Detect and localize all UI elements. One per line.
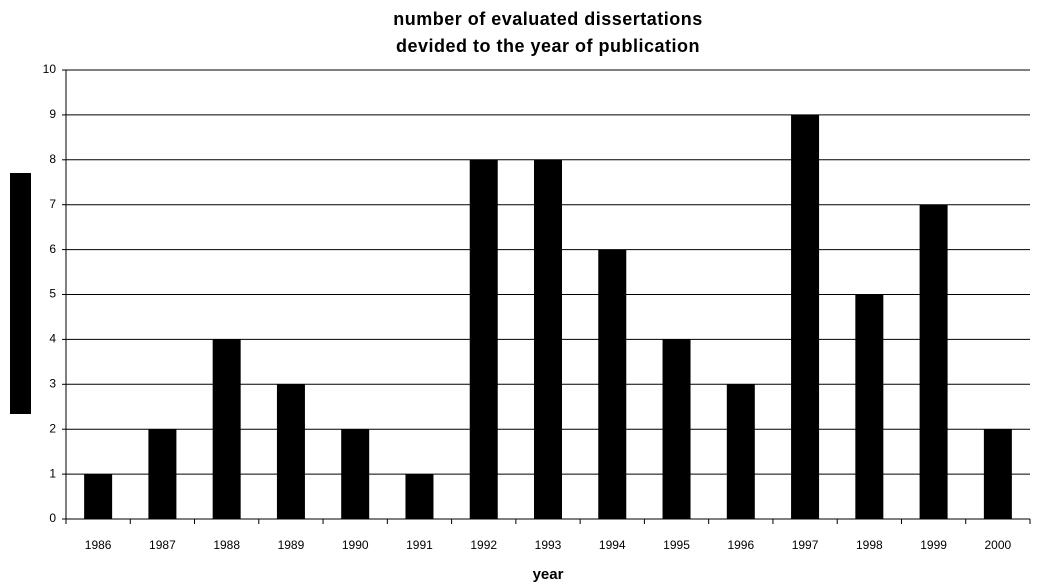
bar — [534, 159, 562, 520]
y-tick-label: 0 — [49, 511, 56, 525]
bar — [84, 474, 113, 519]
x-tick-label: 1993 — [535, 538, 562, 552]
bar — [855, 294, 884, 519]
y-tick-label: 8 — [49, 152, 56, 166]
bar — [469, 159, 498, 520]
y-tick-label: 6 — [49, 242, 56, 256]
obscured-axis-label — [10, 173, 31, 414]
x-axis-label: year — [533, 566, 564, 583]
bar — [919, 204, 948, 519]
y-tick-label: 10 — [43, 62, 57, 76]
chart-title: devided to the year of publication — [396, 36, 700, 56]
y-tick-label: 1 — [49, 466, 56, 480]
x-tick-label: 1990 — [342, 538, 369, 552]
x-tick-label: 1999 — [920, 538, 947, 552]
x-tick-label: 1989 — [278, 538, 305, 552]
x-tick-label: 1992 — [470, 538, 497, 552]
bar — [598, 249, 627, 519]
bar — [276, 384, 305, 519]
x-tick-label: 1995 — [663, 538, 690, 552]
bar — [791, 114, 820, 520]
y-tick-label: 7 — [49, 197, 56, 211]
bar — [726, 384, 755, 519]
x-tick-label: 1991 — [406, 538, 433, 552]
x-tick-label: 1994 — [599, 538, 626, 552]
x-tick-label: 1998 — [856, 538, 883, 552]
bar — [148, 429, 177, 519]
y-tick-label: 5 — [49, 287, 56, 301]
y-tick-label: 2 — [49, 421, 56, 435]
x-tick-label: 1987 — [149, 538, 176, 552]
x-tick-label: 2000 — [985, 538, 1012, 552]
bar — [662, 339, 691, 519]
bar — [341, 429, 370, 519]
y-tick-label: 4 — [49, 332, 56, 346]
y-tick-label: 9 — [49, 107, 56, 121]
bar — [983, 429, 1012, 519]
y-tick-label: 3 — [49, 376, 56, 390]
x-tick-label: 1996 — [727, 538, 754, 552]
chart-title: number of evaluated dissertations — [393, 9, 703, 29]
x-tick-label: 1997 — [792, 538, 819, 552]
x-tick-label: 1988 — [213, 538, 240, 552]
x-tick-label: 1986 — [85, 538, 112, 552]
bar — [212, 339, 241, 519]
bar — [405, 474, 434, 519]
